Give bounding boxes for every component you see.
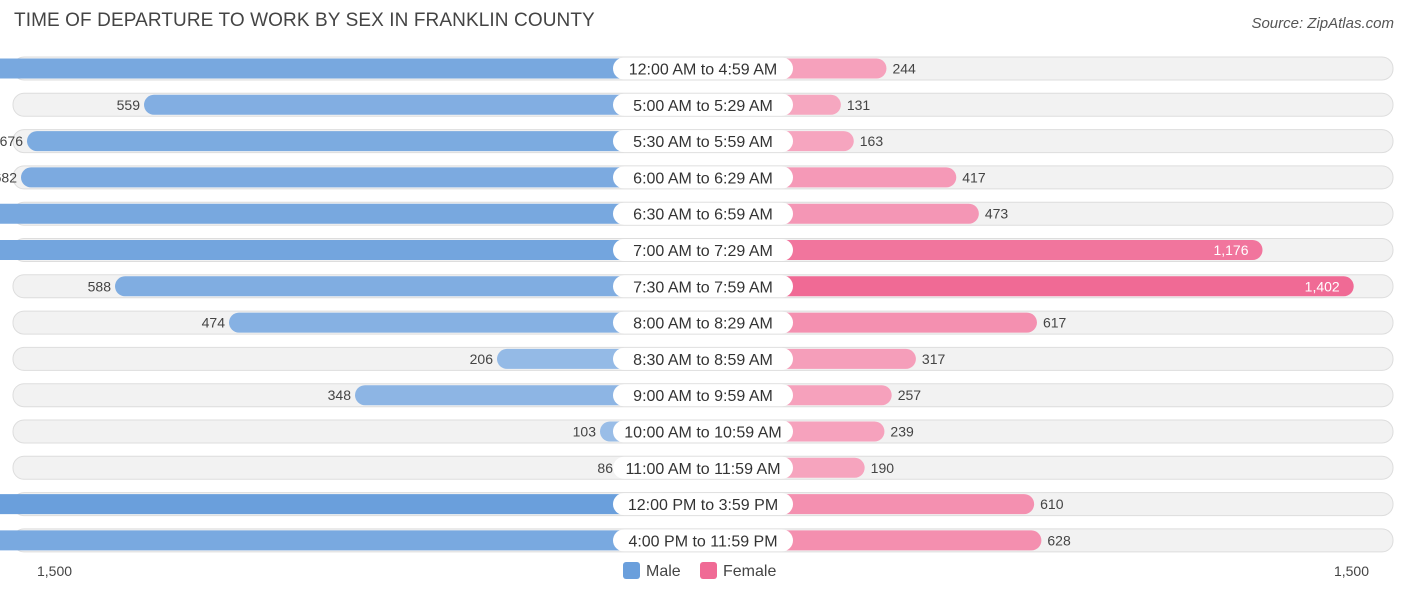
female-value-label: 628	[1047, 532, 1071, 548]
category-label-background	[613, 239, 793, 261]
female-value-label: 131	[847, 97, 871, 113]
male-bar	[27, 131, 713, 152]
category-label-background	[613, 130, 793, 153]
category-label: 10:00 AM to 10:59 AM	[624, 425, 781, 442]
category-label: 9:00 AM to 9:59 AM	[633, 388, 773, 405]
category-label: 11:00 AM to 11:59 AM	[625, 461, 780, 478]
category-label: 12:00 PM to 3:59 PM	[628, 497, 778, 514]
male-bar	[144, 94, 713, 115]
chart-source: Source: ZipAtlas.com	[1251, 15, 1394, 32]
category-label-background	[613, 311, 793, 334]
male-value-label: 588	[88, 278, 112, 294]
female-value-label: 1,176	[1213, 242, 1248, 258]
legend-female-swatch	[700, 562, 717, 579]
male-value-label: 348	[328, 387, 352, 403]
male-bar	[0, 203, 713, 224]
category-label: 7:00 AM to 7:29 AM	[633, 243, 773, 260]
legend-female-label: Female	[723, 563, 776, 580]
category-label-background	[613, 93, 793, 116]
category-label-background	[613, 456, 793, 479]
male-bar	[21, 167, 713, 188]
female-value-label: 190	[871, 460, 895, 476]
female-value-label: 244	[892, 61, 916, 77]
female-bar	[693, 240, 1263, 260]
male-value-label: 474	[202, 315, 226, 331]
category-label-background	[613, 493, 793, 516]
category-label: 5:30 AM to 5:59 AM	[633, 134, 773, 151]
category-label: 8:00 AM to 8:29 AM	[633, 316, 773, 333]
category-label: 4:00 PM to 11:59 PM	[628, 533, 777, 550]
male-bar	[0, 58, 713, 79]
male-bar	[115, 276, 713, 297]
male-value-label: 676	[0, 133, 23, 149]
male-value-label: 682	[0, 169, 17, 185]
female-bar	[693, 276, 1354, 297]
male-bar	[0, 494, 713, 515]
category-label: 5:00 AM to 5:29 AM	[633, 98, 773, 115]
female-value-label: 317	[922, 351, 946, 367]
axis-left-label: 1,500	[37, 563, 72, 579]
legend-male-swatch	[623, 562, 640, 579]
female-value-label: 257	[898, 387, 922, 403]
chart-title: TIME OF DEPARTURE TO WORK BY SEX IN FRAN…	[14, 10, 595, 31]
male-bar	[229, 312, 713, 333]
male-value-label: 206	[470, 351, 494, 367]
female-value-label: 610	[1040, 496, 1064, 512]
female-value-label: 1,402	[1305, 278, 1340, 294]
category-label-background	[613, 166, 793, 189]
female-value-label: 473	[985, 206, 1009, 222]
female-value-label: 417	[962, 169, 986, 185]
female-value-label: 239	[890, 424, 914, 440]
category-label-background	[613, 420, 793, 443]
female-value-label: 617	[1043, 315, 1067, 331]
category-label-background	[613, 202, 793, 225]
male-value-label: 86	[597, 460, 613, 476]
male-bar	[0, 530, 713, 551]
category-label: 6:00 AM to 6:29 AM	[633, 170, 773, 187]
axis-right-label: 1,500	[1334, 563, 1369, 579]
category-label: 8:30 AM to 8:59 AM	[633, 352, 773, 369]
category-label-background	[613, 275, 793, 298]
male-bar	[0, 240, 713, 260]
category-label: 6:30 AM to 6:59 AM	[633, 207, 773, 224]
category-label-background	[613, 529, 793, 552]
male-value-label: 103	[573, 424, 597, 440]
female-value-label: 163	[860, 133, 884, 149]
legend-male-label: Male	[646, 563, 681, 580]
category-label-background	[613, 347, 793, 370]
category-label: 7:30 AM to 7:59 AM	[633, 279, 773, 296]
category-label-background	[613, 57, 793, 80]
category-label-background	[613, 384, 793, 407]
category-label: 12:00 AM to 4:59 AM	[629, 62, 778, 79]
male-value-label: 559	[117, 97, 141, 113]
